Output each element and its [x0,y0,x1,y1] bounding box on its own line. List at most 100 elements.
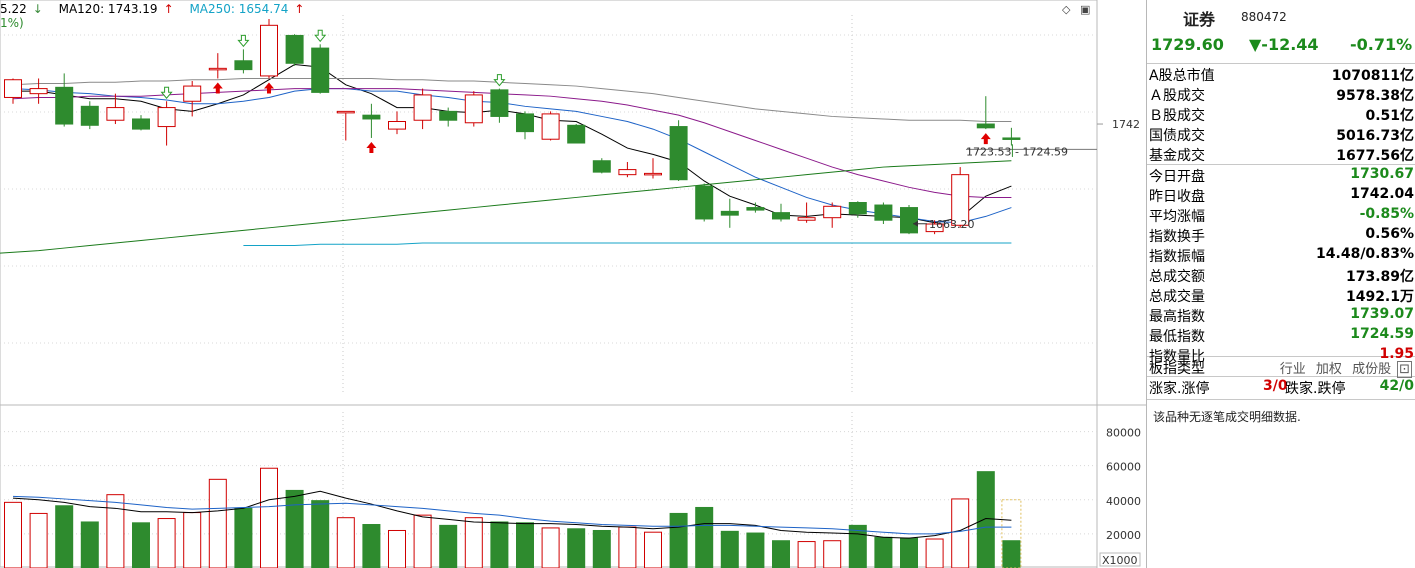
volume-bar [413,514,432,568]
stat-value: 1730.67 [1350,166,1414,182]
candle-body [157,107,176,128]
volume-bar [336,517,355,568]
buy-signal-arrow-icon [980,133,991,145]
candle-body [464,94,483,124]
ma60-value: 5.22 [0,2,27,16]
volume-ma-line [12,490,1012,539]
stat-label: Ｂ股成交 [1149,108,1205,124]
up-count-value: 3/0 [1263,378,1288,394]
tag-industry[interactable]: 行业 [1279,362,1306,377]
stat-label: 指数换手 [1149,229,1205,245]
stat-row: 指数量比 1.95 [1149,346,1414,365]
candle-body [669,126,688,181]
stat-label: 平均涨幅 [1149,209,1205,225]
stat-row: 指数换手 0.56% [1149,226,1414,245]
down-count-label: 跌家.跌停 [1285,381,1346,397]
stat-label: 指数振幅 [1149,249,1205,265]
kline-chart[interactable]: 1723.53 - 1724.59 1663.20 20000 40000 60000… [0,0,1146,568]
volume-bar [362,524,381,568]
divider [1147,164,1415,165]
candle-body [183,85,202,102]
sell-signal-arrow-icon [314,29,327,43]
candle-body [413,94,432,121]
ma-line [12,88,1012,224]
candle-body [772,212,790,220]
stat-label: 基金成交 [1149,148,1205,164]
volume-bar [567,528,586,568]
candle-body [132,118,150,130]
diamond-icon[interactable]: ◇ [1062,3,1071,16]
candle-body [4,79,22,98]
volume-bar [234,507,253,568]
stat-row: 国债成交 5016.73亿 [1149,125,1414,144]
candle-body [336,110,355,114]
stat-value: 0.56% [1365,226,1414,242]
down-count-value: 42/0 [1379,378,1414,394]
stat-label: 总成交量 [1149,289,1205,305]
candle-body [567,124,586,144]
candle-body [618,169,637,176]
volume-tick-label: 20000 [1106,529,1141,542]
stat-value: -0.85% [1359,206,1414,222]
price-panel: 1723.53 - 1724.59 1663.20 [0,18,1097,254]
candle-body [976,123,995,129]
ma-line [12,88,1012,198]
candle-body [285,34,304,64]
volume-bar [260,467,278,568]
candle-body [55,86,74,125]
candle-body [260,24,278,77]
grid [0,0,1146,568]
window-icon[interactable]: ▣ [1080,3,1091,16]
candle-body [106,107,125,121]
volume-bar [976,471,995,568]
index-type-tags: 行业 加权 成份股 ⊡ [1274,358,1412,378]
volume-bar [746,532,765,568]
ma120-value: MA120: 1743.19 [58,2,158,16]
tag-constituents[interactable]: 成份股 [1352,362,1392,377]
volume-bar [541,527,560,568]
sell-signal-arrow-icon [493,74,506,87]
constituents-box-icon[interactable]: ⊡ [1397,361,1412,378]
candle-body [797,217,816,221]
buy-signal-arrow-icon [366,141,377,153]
stat-row: A股总市值 1070811亿 [1149,65,1414,84]
volume-bar [669,512,688,568]
ma-legend: 5.22 ↓ MA120: 1743.19 ↑ MA250: 1654.74 ↑ [0,2,316,16]
volume-bar [132,522,150,568]
candle-body [592,160,611,173]
candle-body [951,174,970,226]
stat-label: 指数量比 [1149,349,1205,365]
stat-label: A股总市值 [1149,68,1215,84]
volume-bar [618,526,637,568]
stat-row: 总成交量 1492.1万 [1149,286,1414,305]
ma-line [0,160,1012,254]
tag-weighted[interactable]: 加权 [1315,362,1342,377]
stat-value: 1724.59 [1350,326,1414,342]
stat-value: 14.48/0.83% [1316,246,1414,262]
candle-body [720,210,739,216]
volume-bar [592,529,611,568]
index-type-row: 板指类型 行业 加权 成份股 ⊡ [1149,358,1414,378]
volume-bar [439,524,458,568]
axis-labels: 20000 40000 60000 80000 1742 X1000 [1097,118,1141,567]
index-code: 880472 [1241,10,1287,24]
volume-panel [4,467,1022,568]
volume-bar [900,537,918,568]
volume-bar [208,478,227,568]
volume-bar [772,540,790,568]
no-tick-data-note: 该品种无逐笔成交明细数据. [1153,410,1301,424]
stat-label: 最高指数 [1149,309,1205,325]
volume-unit-label: X1000 [1102,554,1138,567]
volume-bar [29,512,48,568]
volume-tick-label: 60000 [1106,461,1141,474]
candle-body [695,185,714,220]
candle-body [644,172,662,176]
volume-bar [516,522,534,568]
volume-bar [285,489,304,568]
volume-bar [157,518,176,568]
stat-value: 1070811亿 [1331,68,1414,84]
stat-value: 1492.1万 [1345,289,1414,305]
candle-body [823,205,842,219]
stat-row: 最低指数 1724.59 [1149,326,1414,345]
high-low-label: 1723.53 - 1724.59 [966,146,1068,159]
